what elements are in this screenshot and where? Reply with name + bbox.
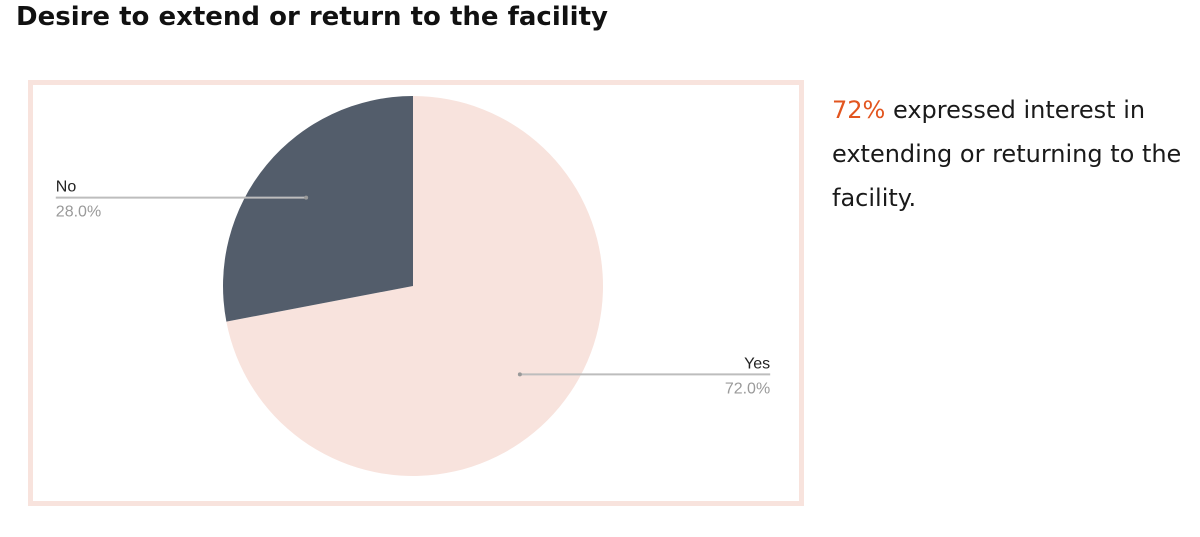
leader-dot-yes: [517, 372, 522, 377]
pie-slice-no: [223, 96, 413, 322]
summary-highlight: 72%: [832, 96, 886, 124]
summary-text: 72% expressed interest in extending or r…: [832, 88, 1192, 220]
pie-slice-yes: [226, 96, 604, 476]
pie-chart: Yes 72.0% No 28.0%: [55, 96, 771, 476]
pie-slices: [223, 96, 604, 476]
summary-body: expressed interest in extending or retur…: [832, 96, 1182, 212]
slice-percent-yes: 72.0%: [725, 380, 770, 397]
slice-label-yes: Yes: [744, 355, 770, 372]
leader-dot-no: [304, 195, 309, 200]
slice-percent-no: 28.0%: [56, 204, 101, 221]
pie-labels: Yes 72.0% No 28.0%: [55, 179, 771, 397]
page-title: Desire to extend or return to the facili…: [16, 2, 608, 32]
slice-label-no: No: [56, 179, 77, 196]
chart-frame: Yes 72.0% No 28.0%: [28, 80, 804, 506]
